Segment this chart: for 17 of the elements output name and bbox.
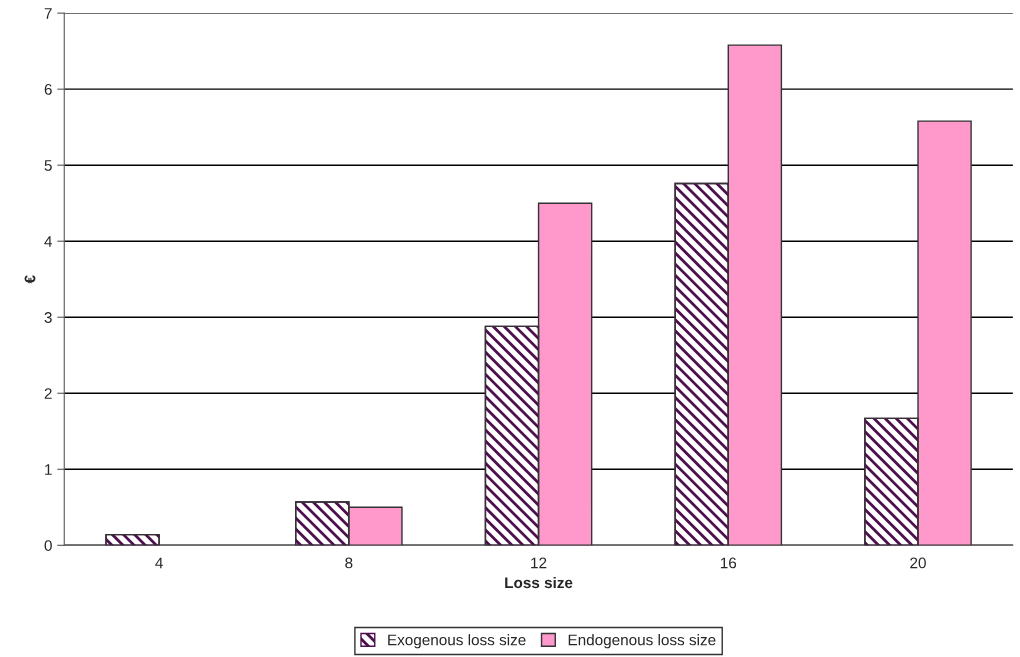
y-tick-label: 0 (44, 540, 52, 551)
y-tick-label: 5 (44, 160, 52, 171)
y-axis-title: € (24, 275, 36, 284)
legend-label: Endogenous loss size (568, 634, 716, 649)
y-tick-label: 2 (44, 388, 52, 399)
x-axis-title: Loss size (505, 576, 573, 589)
y-tick-label: 1 (45, 464, 52, 475)
x-tick-label: 20 (910, 557, 926, 569)
x-tick-label: 8 (345, 557, 353, 569)
x-tick-label: 4 (155, 557, 163, 569)
y-tick-label: 4 (44, 236, 53, 247)
x-tick-label: 16 (720, 557, 737, 569)
y-tick-label: 7 (44, 8, 52, 19)
y-tick-label: 3 (44, 312, 52, 323)
y-tick-label: 6 (44, 84, 52, 95)
legend-label: Exogenous loss size (388, 634, 526, 649)
x-tick-label: 12 (531, 557, 547, 569)
